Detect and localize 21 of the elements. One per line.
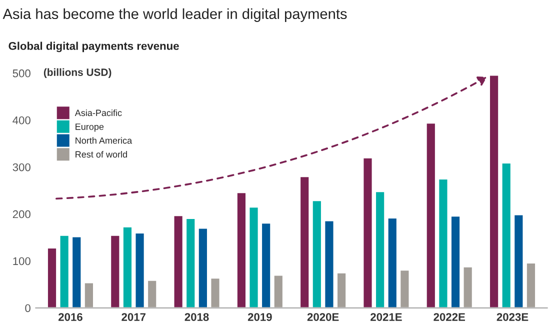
y-tick-label: 0 xyxy=(25,304,30,312)
chart-subtitle: Global digital payments revenue xyxy=(8,42,179,52)
legend-label: Asia-Pacific xyxy=(74,109,122,116)
chart-title: Asia has become the world leader in digital payments xyxy=(2,8,347,22)
x-tick-label: 2019 xyxy=(248,313,272,321)
x-tick-label: 2020E xyxy=(307,313,339,321)
x-tick-label: 2017 xyxy=(122,313,146,321)
x-tick-label: 2021E xyxy=(370,313,402,321)
y-tick-label: 100 xyxy=(13,257,30,266)
y-axis-title: (billions USD) xyxy=(44,68,112,78)
y-tick-label: 400 xyxy=(12,116,30,124)
x-tick-label: 2023E xyxy=(496,313,528,321)
x-tick-label: 2022E xyxy=(434,313,465,321)
y-tick-label: 300 xyxy=(12,163,30,172)
legend-label: Rest of world xyxy=(76,150,127,158)
legend-label: Europe xyxy=(76,124,104,132)
y-tick-label: 500 xyxy=(12,69,30,78)
x-tick-label: 2018 xyxy=(184,313,209,321)
legend-label: North America xyxy=(76,137,132,144)
y-tick-label: 200 xyxy=(12,210,30,218)
x-tick-label: 2016 xyxy=(58,313,82,321)
